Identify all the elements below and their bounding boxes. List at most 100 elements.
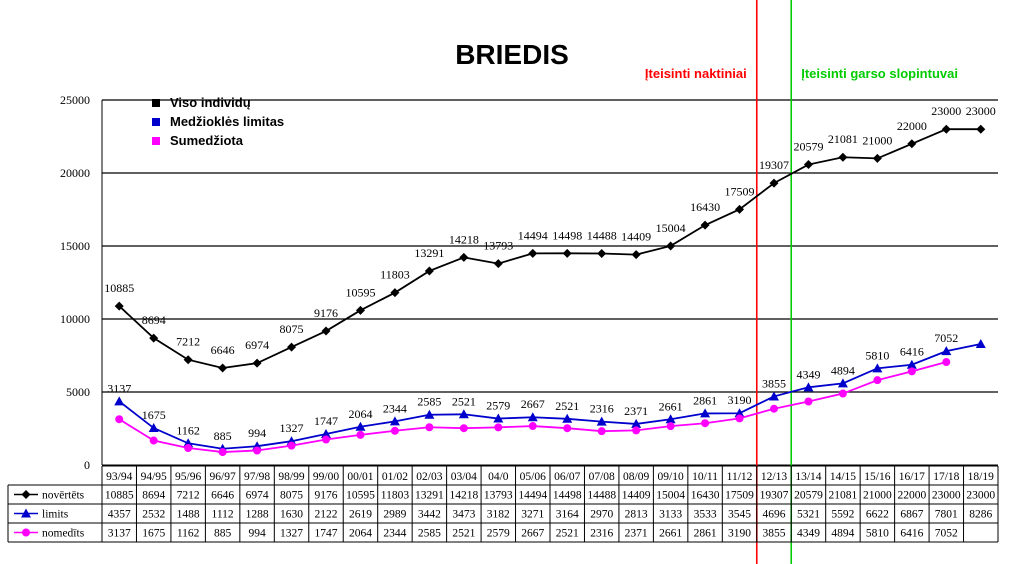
category-label: 03/04	[451, 471, 477, 483]
data-label-nomedits: 4894	[831, 363, 855, 377]
table-cell: 1630	[280, 509, 303, 521]
table-cell: 17509	[725, 490, 754, 502]
table-cell: 7212	[177, 490, 200, 502]
data-point-marker	[493, 413, 504, 423]
table-cell: 3473	[452, 509, 475, 521]
category-label: 93/94	[106, 471, 132, 483]
data-point-marker	[735, 414, 744, 423]
series-line-limits	[118, 343, 981, 450]
data-label-nomedits: 2521	[555, 399, 579, 413]
table-cell: 2861	[694, 528, 717, 540]
data-label-nomedits: 994	[248, 426, 266, 440]
table-cell: 23000	[932, 490, 961, 502]
data-point-marker	[321, 326, 331, 336]
table-cell: 14218	[449, 490, 478, 502]
data-label-novertets: 7212	[176, 335, 200, 349]
data-label-novertets: 14409	[621, 230, 651, 244]
data-point-marker	[527, 412, 538, 422]
table-cell: 13793	[484, 490, 513, 502]
table-cell: 7801	[935, 509, 958, 521]
table-cell: 2064	[349, 528, 372, 540]
data-label-novertets: 23000	[931, 104, 961, 118]
data-point-marker	[872, 363, 883, 373]
data-label-nomedits: 2661	[659, 399, 683, 413]
data-label-nomedits: 2064	[348, 407, 372, 421]
category-label: 95/96	[175, 471, 201, 483]
category-label: 09/10	[658, 471, 684, 483]
data-point-marker	[389, 416, 400, 426]
table-cell: 6646	[211, 490, 234, 502]
data-point-marker	[115, 415, 124, 424]
table-cell: 21000	[863, 490, 892, 502]
data-point-marker	[321, 429, 331, 439]
data-point-marker	[493, 259, 503, 269]
y-tick-label: 0	[84, 458, 90, 472]
table-cell: 3190	[728, 528, 751, 540]
data-label-novertets: 14494	[518, 228, 548, 242]
table-cell: 6416	[900, 528, 923, 540]
table-cell: 2371	[625, 528, 648, 540]
data-label-novertets: 8694	[142, 313, 166, 327]
table-cell: 2813	[625, 509, 648, 521]
data-label-novertets: 13291	[414, 246, 444, 260]
category-label: 06/07	[554, 471, 580, 483]
data-label-nomedits: 5810	[865, 348, 889, 362]
data-point-marker	[803, 160, 813, 170]
data-point-marker	[976, 124, 986, 134]
table-cell: 4696	[763, 509, 786, 521]
table-cell: 14498	[553, 490, 582, 502]
table-cell: 1288	[246, 509, 269, 521]
table-cell: 2532	[142, 509, 165, 521]
data-label-nomedits: 2579	[486, 399, 510, 413]
data-point-marker	[355, 421, 366, 431]
data-point-marker	[218, 448, 227, 457]
data-label-nomedits: 1162	[176, 423, 200, 437]
table-cell: 3137	[108, 528, 131, 540]
legend-swatch	[152, 118, 160, 126]
table-cell: 14409	[622, 490, 651, 502]
data-point-marker	[597, 248, 607, 258]
data-point-marker	[804, 397, 813, 406]
table-cell: 2521	[452, 528, 475, 540]
table-cell: 14488	[587, 490, 616, 502]
data-label-nomedits: 2344	[383, 401, 407, 415]
data-point-marker	[596, 416, 607, 426]
data-point-marker	[562, 248, 572, 258]
data-label-nomedits: 2371	[624, 404, 648, 418]
data-point-marker	[114, 301, 124, 311]
category-label: 18/19	[968, 471, 994, 483]
data-label-nomedits: 3137	[107, 381, 131, 395]
legend-label: Medžioklės limitas	[170, 114, 284, 129]
data-label-novertets: 10885	[104, 281, 134, 295]
data-point-marker	[666, 241, 676, 251]
data-label-nomedits: 6416	[900, 345, 924, 359]
category-label: 07/08	[589, 471, 615, 483]
legend-swatch	[152, 137, 160, 145]
data-point-marker	[253, 446, 262, 455]
table-cell: 16430	[691, 490, 720, 502]
data-label-novertets: 20579	[793, 140, 823, 154]
data-point-marker	[494, 423, 503, 432]
data-label-novertets: 9176	[314, 306, 338, 320]
data-label-nomedits: 3855	[762, 376, 786, 390]
data-point-marker	[769, 391, 779, 401]
data-point-marker	[356, 430, 365, 439]
data-label-nomedits: 1327	[280, 421, 304, 435]
data-point-marker	[148, 423, 159, 433]
data-label-novertets: 21081	[828, 132, 858, 146]
table-cell: 6867	[900, 509, 923, 521]
category-label: 17/18	[933, 471, 959, 483]
data-point-marker	[390, 426, 399, 435]
category-label: 12/13	[761, 471, 787, 483]
table-row-label: limits	[42, 509, 69, 521]
data-point-marker	[390, 288, 400, 298]
data-point-marker	[183, 355, 193, 365]
table-cell: 22000	[897, 490, 926, 502]
table-cell: 3533	[694, 509, 717, 521]
data-label-novertets: 13793	[483, 239, 513, 253]
category-label: 01/02	[382, 471, 408, 483]
y-tick-label: 5000	[66, 385, 90, 399]
legend-label: Sumedžiota	[170, 133, 244, 148]
data-point-marker	[184, 444, 193, 453]
data-label-nomedits: 1675	[142, 408, 166, 422]
